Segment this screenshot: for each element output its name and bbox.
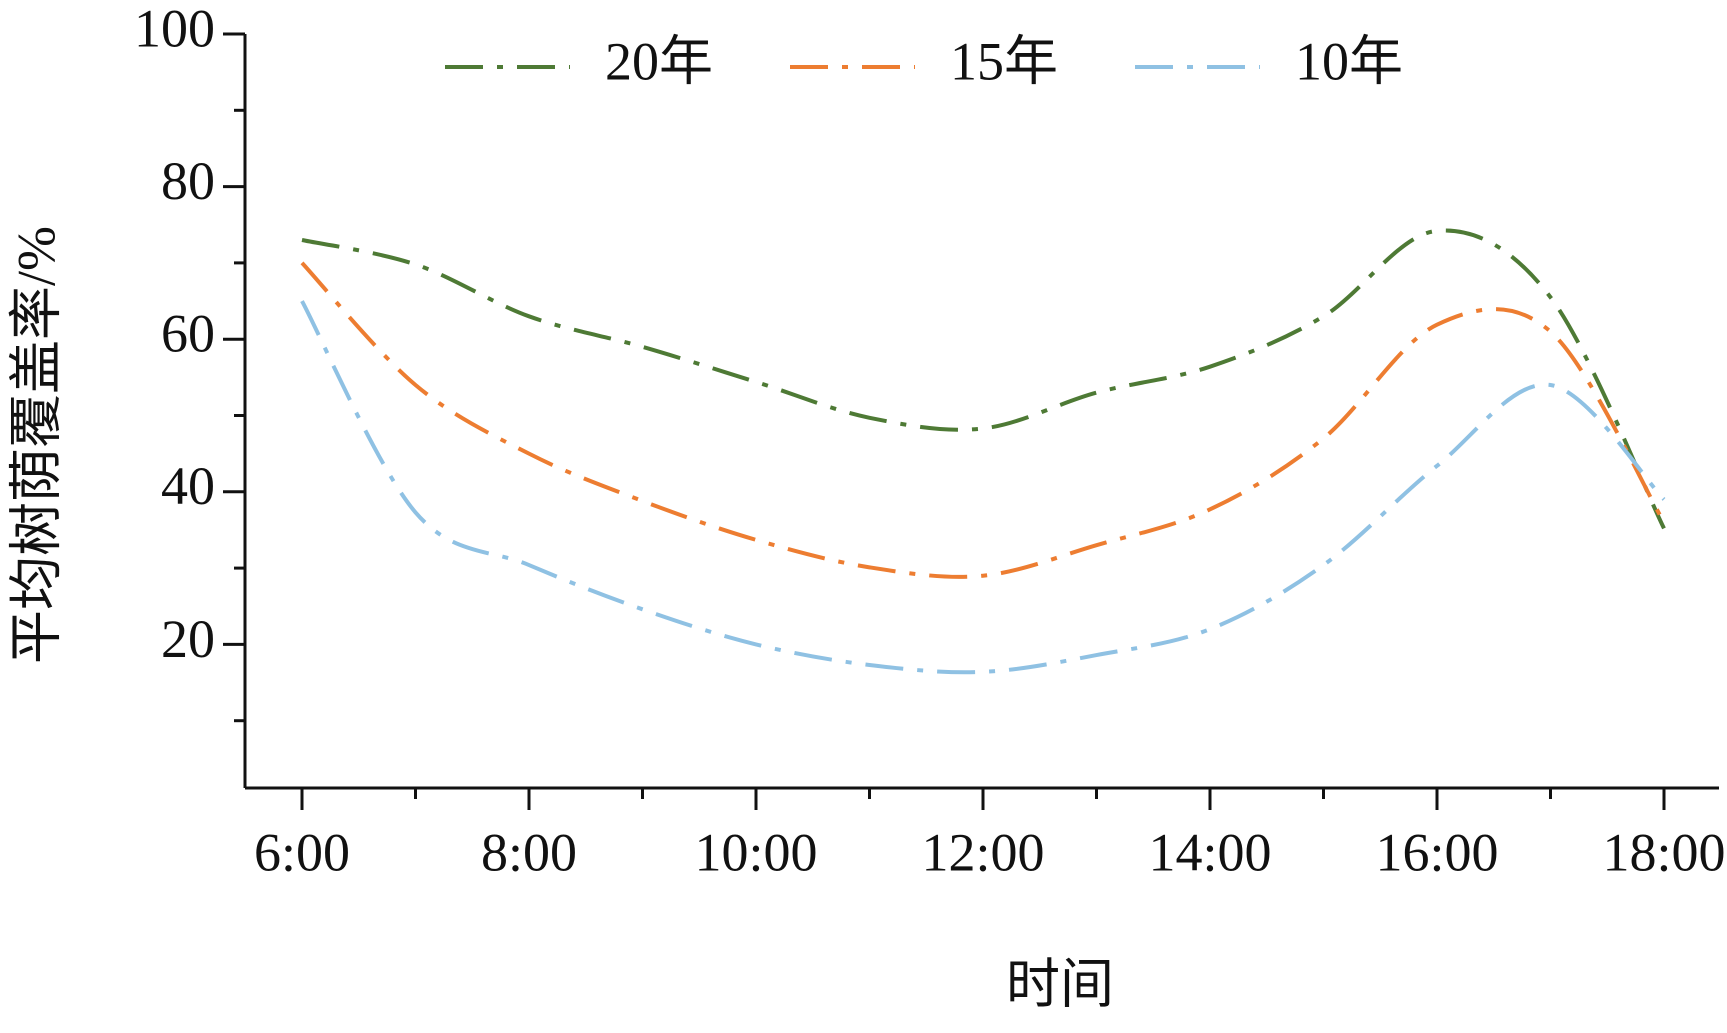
x-tick-label: 10:00 [694,822,817,882]
data-line [300,300,1666,675]
y-tick-label: 60 [161,304,215,364]
data-line [300,261,1666,579]
x-tick-label: 14:00 [1148,822,1271,882]
x-tick-label: 6:00 [254,822,350,882]
x-tick-label: 8:00 [481,822,577,882]
x-tick-label: 12:00 [921,822,1044,882]
legend-label: 15年 [950,31,1058,91]
y-tick-label: 40 [161,456,215,516]
legend-label: 20年 [605,31,713,91]
x-tick-label: 18:00 [1602,822,1725,882]
x-axis-title: 时间 [1006,954,1114,1014]
y-tick-label: 20 [161,609,215,669]
y-axis-title: 平均树荫覆盖率/% [6,226,66,664]
x-tick-label: 16:00 [1375,822,1498,882]
y-tick-label: 80 [161,151,215,211]
data-line [301,228,1666,530]
y-tick-label: 100 [134,0,215,58]
legend-label: 10年 [1295,31,1403,91]
